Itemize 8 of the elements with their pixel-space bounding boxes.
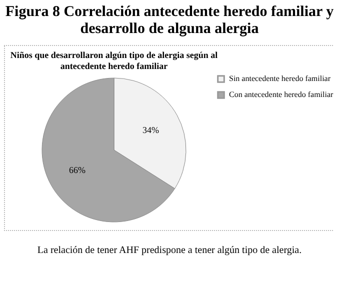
text: La relación de tener AHF predispone a tener algún tipo de alergia. (36, 244, 303, 256)
text: antecedente heredo familiar (60, 60, 168, 70)
legend-label: Con antecedente heredo familiar (229, 90, 334, 98)
chart-title: Figura 8 Correlación antecedente heredo familiar y desarrollo de alguna alergia (4, 4, 335, 38)
data-label: 34% (142, 124, 160, 134)
text: Niños que desarrollaron algún tipo de alergia según al (10, 50, 218, 60)
data-label: 66% (68, 164, 86, 175)
slice-label: Sin antecedente heredo familiar (229, 74, 331, 82)
